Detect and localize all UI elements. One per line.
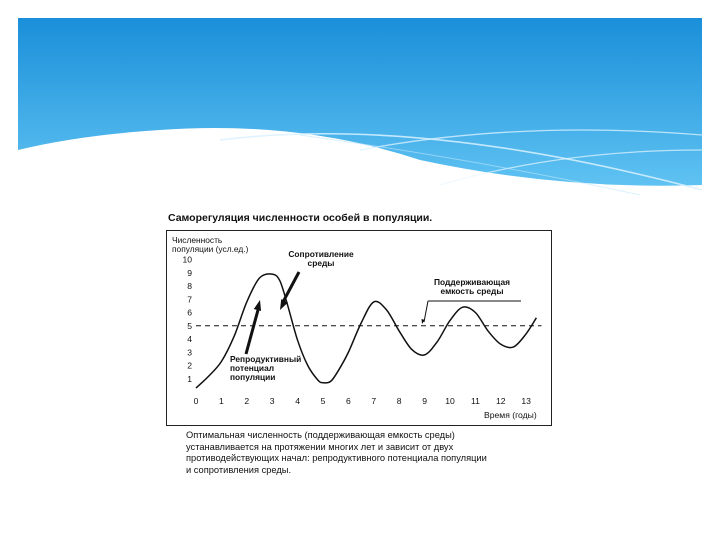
potential-arrow-head — [253, 300, 262, 311]
caption-line: и сопротивления среды. — [186, 464, 292, 475]
annotation-resistance-label: среды — [308, 258, 335, 268]
banner-wave-1 — [219, 132, 703, 191]
y-tick-label: 10 — [182, 255, 192, 265]
y-axis-label-line: популяции (усл.ед.) — [172, 244, 249, 254]
x-tick-label: 9 — [422, 396, 427, 406]
y-tick-label: 1 — [187, 374, 192, 384]
x-tick-label: 5 — [321, 396, 326, 406]
header-banner — [18, 18, 703, 196]
x-tick-label: 8 — [397, 396, 402, 406]
y-tick-label: 3 — [187, 347, 192, 357]
x-tick-label: 2 — [244, 396, 249, 406]
banner-wave-4 — [299, 134, 641, 196]
caption-line: устанавливается на протяжении многих лет… — [186, 441, 454, 452]
caption-line: Оптимальная численность (поддерживающая … — [186, 430, 455, 440]
y-tick-label: 6 — [187, 308, 192, 318]
x-tick-label: 6 — [346, 396, 351, 406]
capacity-pointer-drop — [423, 300, 429, 323]
x-tick-label: 1 — [219, 396, 224, 406]
x-tick-label: 0 — [194, 396, 199, 406]
x-tick-label: 7 — [371, 396, 376, 406]
annotation-capacity-label: емкость среды — [441, 286, 504, 296]
y-tick-label: 9 — [187, 268, 192, 278]
y-tick-label: 7 — [187, 294, 192, 304]
banner-wave-3 — [439, 149, 703, 186]
banner-wave-2 — [359, 129, 703, 151]
x-tick-labels: 0 1 2 3 4 5 6 7 8 9 10 11 12 13 — [194, 396, 532, 406]
y-tick-label: 2 — [187, 361, 192, 371]
y-tick-label: 8 — [187, 281, 192, 291]
annotation-potential-label: Репродуктивный — [230, 354, 301, 364]
caption-line: противодействующих начал: репродуктивног… — [186, 453, 487, 463]
figure-caption: Оптимальная численность (поддерживающая … — [186, 430, 556, 476]
banner-background — [18, 18, 702, 186]
x-tick-label: 11 — [471, 396, 480, 406]
annotation-potential-label: потенциал — [230, 363, 274, 373]
x-tick-label: 13 — [521, 396, 531, 406]
resistance-arrow-shaft — [281, 271, 301, 303]
annotation-potential-label: популяции — [230, 372, 275, 382]
y-tick-label: 5 — [187, 321, 192, 331]
figure-title: Саморегуляция численности особей в попул… — [168, 212, 433, 224]
resistance-arrow-head — [280, 299, 288, 310]
annotation-capacity-label: Поддерживающая — [434, 277, 510, 287]
population-curve — [195, 273, 537, 389]
capacity-pointer-head — [421, 319, 425, 324]
x-tick-label: 3 — [270, 396, 275, 406]
annotation-resistance-label: Сопротивление — [288, 249, 354, 259]
y-tick-labels: 1 2 3 4 5 6 7 8 9 10 — [182, 255, 192, 384]
y-tick-label: 4 — [187, 334, 192, 344]
x-axis-label: Время (годы) — [484, 410, 537, 420]
potential-arrow-shaft — [244, 309, 260, 355]
x-tick-label: 4 — [295, 396, 300, 406]
x-tick-label: 12 — [496, 396, 506, 406]
x-tick-label: 10 — [445, 396, 455, 406]
y-axis-label-line: Численность — [172, 235, 223, 245]
